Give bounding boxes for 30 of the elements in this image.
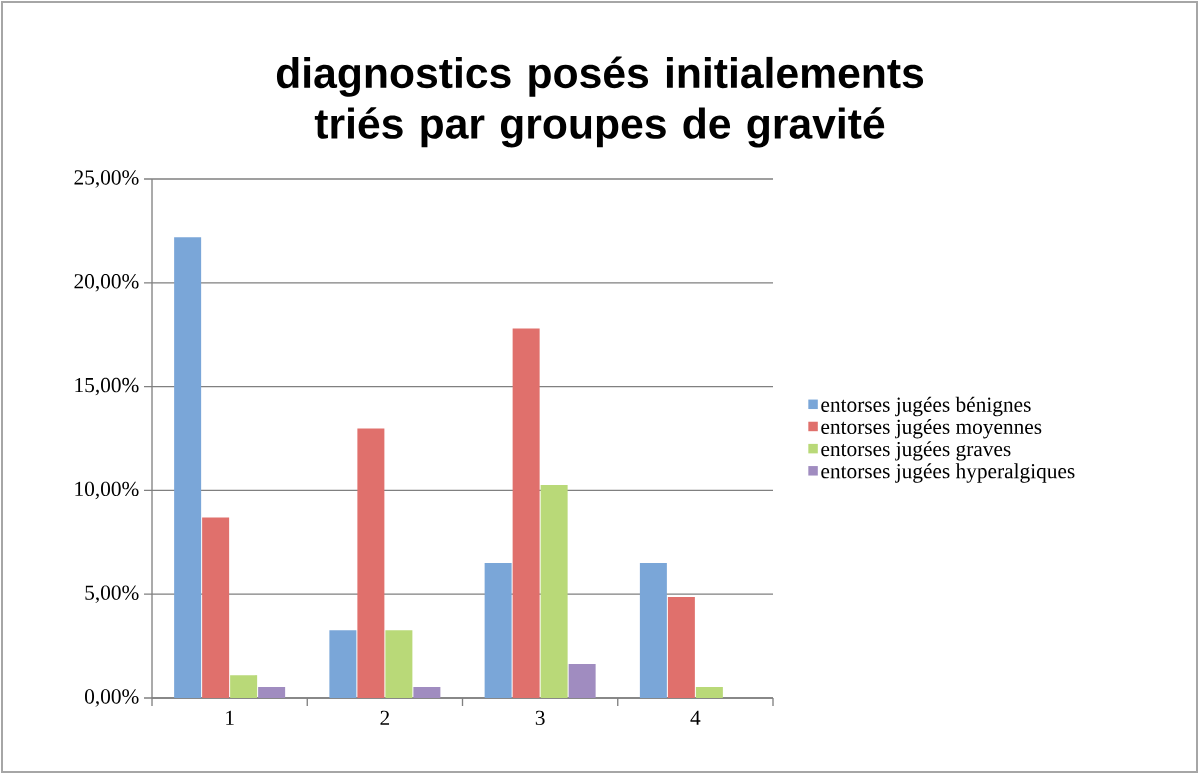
bar: [484, 563, 512, 698]
bar: [230, 675, 258, 698]
chart-title: diagnostics posés initialements triés par groupes de gravité: [276, 56, 924, 148]
bar: [540, 485, 568, 698]
bar: [258, 686, 286, 698]
legend-label: entorses jugées hyperalgiques: [821, 463, 1075, 483]
bar: [667, 596, 695, 698]
x-tick-label: 4: [690, 710, 701, 725]
bar: [174, 237, 202, 698]
x-tick-label: 2: [380, 710, 390, 725]
legend-label: entorses jugées moyennes: [821, 419, 1042, 439]
bar: [413, 686, 441, 698]
x-tick-label: 3: [535, 710, 545, 726]
bar: [639, 563, 667, 698]
x-tick-label: 1: [226, 710, 234, 725]
y-tick-label: 5,00%: [85, 585, 139, 603]
bar: [512, 328, 540, 698]
bar: [202, 517, 230, 698]
y-tick-label: 25,00%: [74, 170, 139, 188]
bar: [695, 686, 723, 698]
y-tick-label: 15,00%: [75, 377, 139, 396]
y-tick-label: 0,00%: [85, 689, 139, 707]
bar: [357, 428, 385, 698]
bar: [385, 630, 413, 698]
bar: [329, 630, 357, 698]
legend-label: entorses jugées graves: [821, 441, 1011, 461]
bar: [568, 663, 596, 698]
y-tick-label: 20,00%: [74, 274, 139, 292]
legend-label: entorses jugées bénignes: [821, 396, 1031, 417]
y-tick-label: 10,00%: [75, 481, 139, 500]
